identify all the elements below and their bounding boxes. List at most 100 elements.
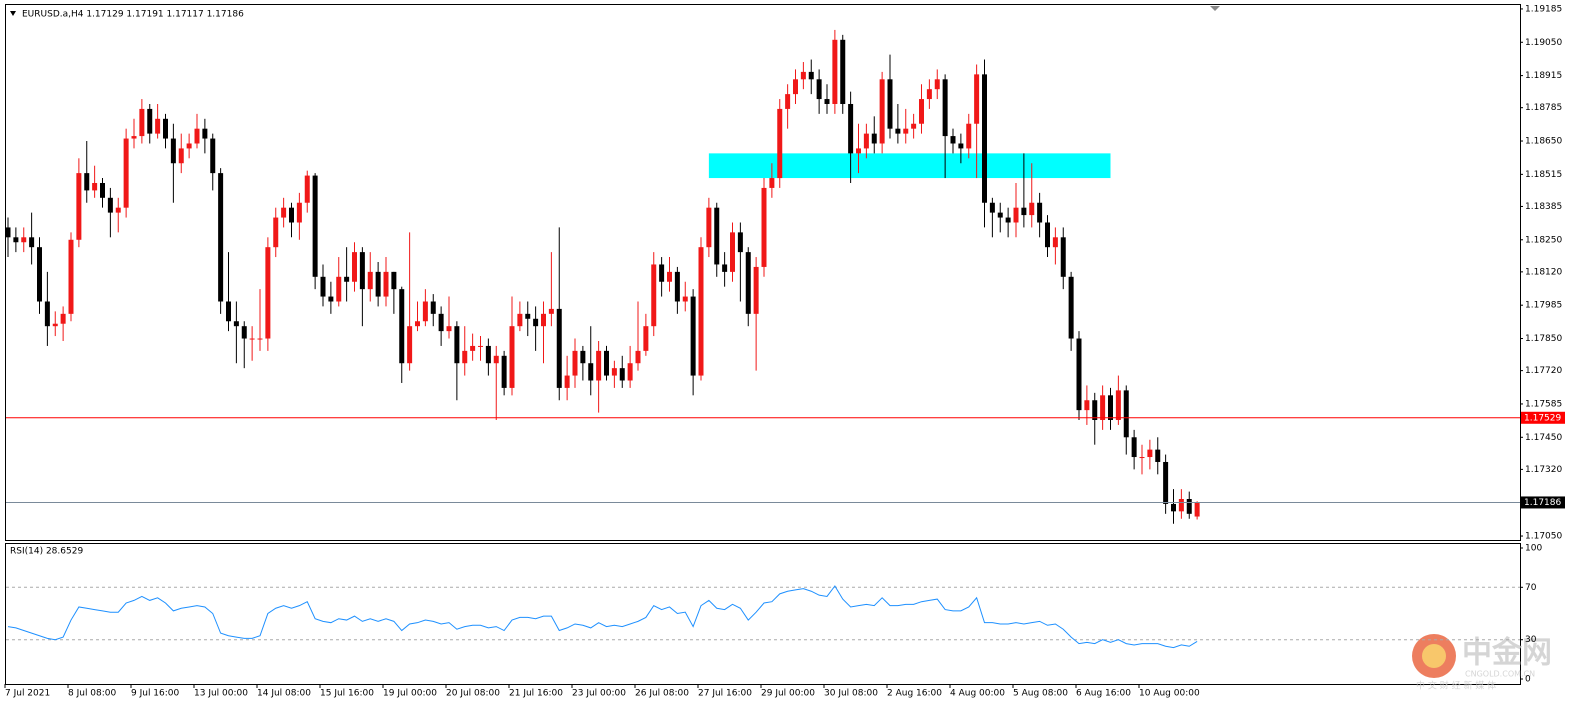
watermark-name: 中金网 xyxy=(1462,636,1552,671)
candle-body xyxy=(415,321,420,327)
y-tick-label: 1.19050 xyxy=(1525,38,1562,48)
candle-body xyxy=(21,237,27,243)
candle-body xyxy=(44,301,50,327)
candle-body xyxy=(982,74,987,203)
candle-body xyxy=(651,264,657,327)
candle-body xyxy=(218,173,224,302)
candle-body xyxy=(800,71,806,80)
menu-triangle xyxy=(10,11,16,16)
candle-body xyxy=(1108,395,1113,421)
candle-body xyxy=(643,326,649,351)
chart-title: EURUSD.a,H4 1.17129 1.17191 1.17117 1.17… xyxy=(22,10,244,20)
x-tick-label: 5 Aug 08:00 xyxy=(1013,689,1068,699)
candle-body xyxy=(863,133,869,149)
candle-body xyxy=(202,128,208,139)
candle-body xyxy=(659,264,665,282)
candle-body xyxy=(5,227,11,238)
candle-body xyxy=(68,239,74,314)
candle-body xyxy=(462,350,468,364)
watermark-site: CNGOLD.COM.CN xyxy=(1465,670,1535,679)
candle-body xyxy=(328,296,334,302)
candle-body xyxy=(1005,217,1011,223)
candle-body xyxy=(966,123,972,149)
y-tick-label: 1.18120 xyxy=(1525,267,1562,277)
candle-body xyxy=(336,276,342,302)
candle-body xyxy=(887,79,893,129)
candle-body xyxy=(533,318,539,327)
candle-body xyxy=(493,355,499,364)
candle-body xyxy=(1013,207,1019,223)
candle-body xyxy=(919,99,924,124)
candle-body xyxy=(1163,461,1169,504)
candle-body xyxy=(588,363,594,381)
y-tick-label: 1.18915 xyxy=(1525,71,1562,81)
candle-body xyxy=(974,74,980,124)
candle-body xyxy=(13,237,19,243)
candle-body xyxy=(163,118,168,139)
candle-body xyxy=(226,301,231,322)
candle-body xyxy=(895,128,901,134)
candle-body xyxy=(1092,400,1098,421)
candle-body xyxy=(1171,503,1176,512)
candle-body xyxy=(485,345,491,364)
candle-body xyxy=(611,368,617,376)
candle-body xyxy=(832,39,838,104)
candle-body xyxy=(730,232,735,272)
candle-body xyxy=(478,345,483,347)
candle-body xyxy=(706,207,712,248)
candle-body xyxy=(541,313,546,327)
candle-body xyxy=(816,79,822,100)
y-tick-label: 1.18250 xyxy=(1525,235,1562,245)
candle-body xyxy=(1029,202,1035,216)
rsi-label: RSI(14) 28.6529 xyxy=(10,547,83,557)
candle-body xyxy=(769,178,775,188)
candle-body xyxy=(147,108,153,134)
rsi-tick-label: 0 xyxy=(1525,675,1531,685)
candle-body xyxy=(391,271,397,290)
candle-body xyxy=(1068,276,1074,339)
candle-body xyxy=(289,207,294,223)
candle-body xyxy=(107,197,113,213)
rsi-frame xyxy=(5,543,1521,685)
x-tick-label: 15 Jul 16:00 xyxy=(320,689,374,699)
candle-body xyxy=(1139,457,1145,459)
candle-body xyxy=(737,232,743,253)
candle-body xyxy=(785,94,791,109)
candle-body xyxy=(304,175,310,203)
candle-body xyxy=(635,350,641,364)
candle-body xyxy=(249,338,255,340)
candle-body xyxy=(667,271,672,282)
candle-body xyxy=(359,252,365,290)
candle-body xyxy=(1194,502,1200,517)
candle-body xyxy=(934,79,940,90)
candle-body xyxy=(76,173,82,240)
candle-body xyxy=(52,323,58,327)
candle-body xyxy=(383,271,389,297)
candle-body xyxy=(525,313,531,319)
candle-body xyxy=(265,247,271,339)
candle-body xyxy=(186,143,192,149)
y-tick-label: 1.17850 xyxy=(1525,334,1562,344)
candle-body xyxy=(911,123,917,129)
candle-body xyxy=(926,89,932,100)
shift-marker xyxy=(1210,6,1220,11)
x-tick-label: 10 Aug 00:00 xyxy=(1139,689,1200,699)
candle-body xyxy=(1178,499,1184,512)
candle-body xyxy=(60,313,66,324)
rsi-tick-label: 70 xyxy=(1525,583,1537,593)
price-label-box xyxy=(1521,411,1565,424)
rsi-line xyxy=(7,585,1198,649)
candle-body xyxy=(596,350,602,381)
candle-body xyxy=(399,289,405,364)
candle-body xyxy=(840,39,846,104)
candle-body xyxy=(1186,499,1192,514)
candle-body xyxy=(745,252,751,314)
candle-body xyxy=(1060,237,1066,277)
candle-body xyxy=(139,108,145,137)
candle-body xyxy=(1123,390,1129,438)
candle-body xyxy=(690,296,696,376)
candle-body xyxy=(997,212,1003,218)
candle-body xyxy=(241,326,247,339)
x-tick-label: 8 Jul 08:00 xyxy=(68,689,117,699)
